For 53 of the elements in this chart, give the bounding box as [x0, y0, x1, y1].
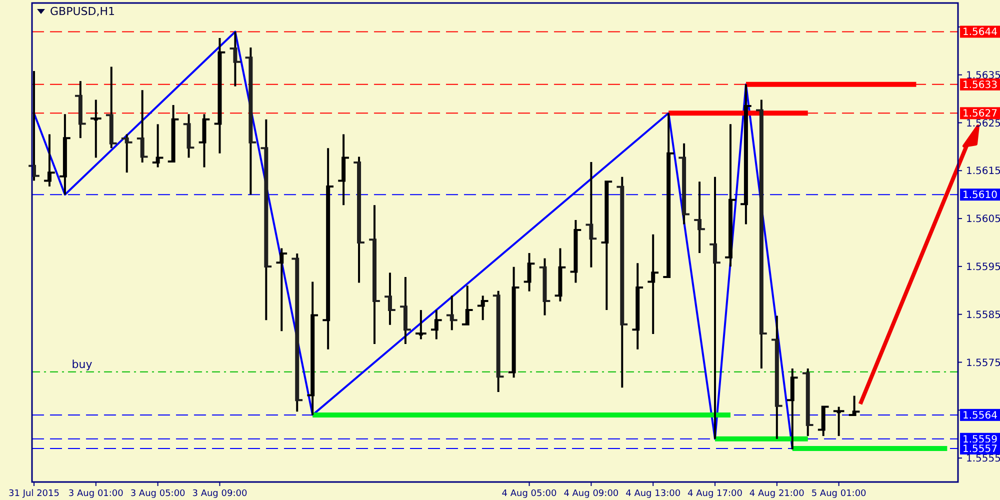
candlestick — [848, 394, 861, 416]
candlestick — [832, 406, 846, 438]
x-tick-label: 5 Aug 01:00 — [811, 489, 867, 499]
candlestick — [384, 272, 396, 326]
y-tick-label: 1.5595 — [966, 262, 1000, 273]
candlestick — [182, 113, 196, 159]
x-tick-label: 3 Aug 01:00 — [68, 489, 124, 499]
y-tick-label: 1.5605 — [966, 214, 1000, 226]
x-tick-label: 31 Jul 2015 — [8, 489, 60, 499]
ref-line-label: 1.5559 — [962, 434, 998, 446]
candlestick — [786, 367, 799, 450]
x-tick-label: 4 Aug 13:00 — [626, 489, 681, 499]
y-tick-label: 1.5575 — [966, 358, 1000, 369]
y-tick-label: 1.5635 — [966, 70, 1000, 82]
x-tick-label: 4 Aug 09:00 — [564, 489, 619, 499]
candlestick — [476, 294, 490, 322]
y-tick-label: 1.5615 — [966, 166, 1000, 178]
candlestick — [584, 161, 598, 268]
candlestick — [275, 247, 288, 332]
candlestick — [460, 284, 474, 326]
candlestick — [228, 30, 242, 88]
y-tick-label: 1.5555 — [966, 454, 1000, 465]
candlestick — [198, 113, 211, 168]
ref-line-label: 1.5610 — [962, 190, 998, 202]
candlestick — [43, 133, 56, 188]
candlestick — [430, 309, 443, 340]
candlestick — [136, 89, 149, 164]
x-tick-label: 4 Aug 05:00 — [502, 489, 558, 499]
candlestick — [816, 406, 830, 438]
x-tick-label: 4 Aug 21:00 — [749, 489, 805, 499]
candlestick — [399, 276, 412, 346]
x-tick-label: 4 Aug 17:00 — [688, 489, 743, 499]
x-tick-label: 3 Aug 05:00 — [130, 489, 186, 499]
ref-line-label: 1.5627 — [962, 108, 998, 120]
candlestick — [522, 252, 536, 292]
candlestick — [693, 180, 706, 254]
ref-line-label: 1.5633 — [962, 80, 998, 91]
y-tick-label: 1.5625 — [966, 118, 1000, 130]
candlestick — [646, 233, 660, 335]
candlestick — [151, 123, 164, 168]
candlestick — [89, 98, 102, 159]
ref-line-label: 1.5564 — [962, 410, 998, 422]
chart-title: GBPUSD,H1 — [50, 5, 115, 18]
candlestick — [120, 133, 134, 174]
ref-line-label: 1.5557 — [962, 444, 998, 455]
x-tick-label: 3 Aug 09:00 — [192, 489, 248, 499]
candlestick — [337, 133, 350, 206]
candlestick — [708, 176, 722, 440]
candlestick — [414, 309, 428, 340]
annotation: buy — [72, 358, 93, 371]
ref-line-label: 1.5644 — [962, 27, 998, 38]
y-tick-label: 1.5585 — [966, 310, 1000, 321]
candlestick — [445, 294, 458, 332]
